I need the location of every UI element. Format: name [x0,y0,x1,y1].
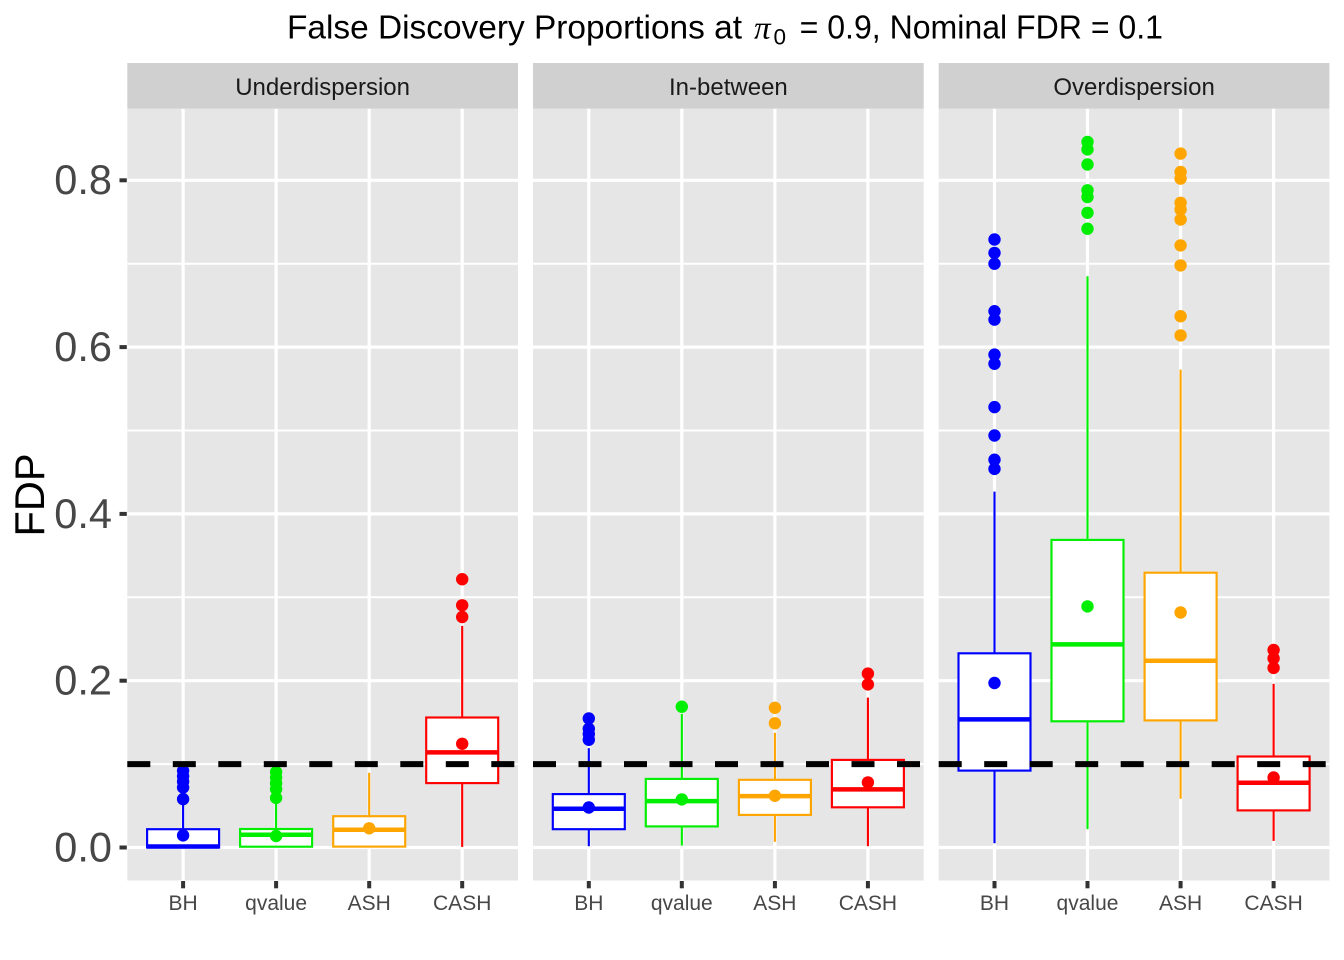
svg-text:Overdispersion: Overdispersion [1053,74,1214,101]
svg-text:BH: BH [980,892,1009,915]
svg-text:FDP: FDP [6,454,53,537]
svg-text:π: π [754,10,772,47]
svg-text:ASH: ASH [1159,892,1202,915]
svg-text:qvalue: qvalue [1057,892,1119,915]
svg-text:qvalue: qvalue [651,892,713,915]
svg-text:0: 0 [774,25,787,50]
svg-text:0.8: 0.8 [54,156,112,203]
svg-text:In-between: In-between [669,74,788,101]
svg-text:= 0.9, Nominal FDR = 0.1: = 0.9, Nominal FDR = 0.1 [800,10,1163,47]
svg-text:CASH: CASH [839,892,897,915]
svg-text:ASH: ASH [753,892,796,915]
svg-text:0.0: 0.0 [54,823,112,870]
svg-text:ASH: ASH [348,892,391,915]
svg-text:CASH: CASH [1244,892,1302,915]
svg-text:Underdispersion: Underdispersion [235,74,410,101]
svg-text:BH: BH [169,892,198,915]
svg-text:BH: BH [574,892,603,915]
svg-text:0.6: 0.6 [54,323,112,370]
svg-text:0.2: 0.2 [54,657,112,704]
svg-text:False Discovery Proportions at: False Discovery Proportions at [287,10,742,47]
svg-text:0.4: 0.4 [54,490,112,537]
svg-text:qvalue: qvalue [245,892,307,915]
svg-text:CASH: CASH [433,892,491,915]
